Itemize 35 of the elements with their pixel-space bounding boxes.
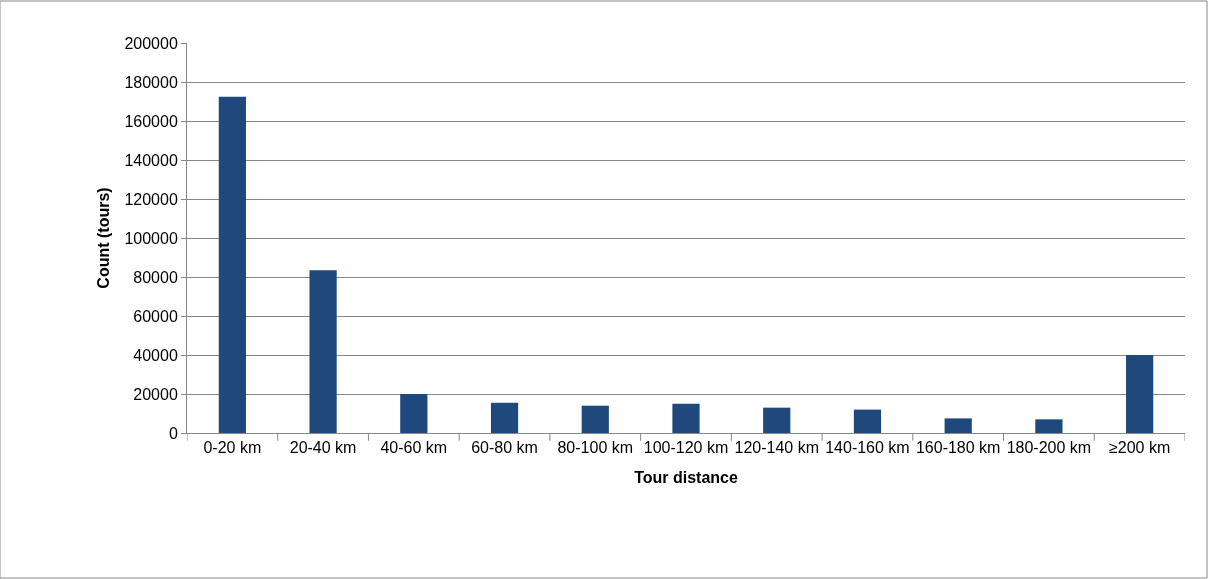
bar bbox=[309, 270, 337, 433]
bar bbox=[763, 407, 791, 433]
y-tick-label: 120000 bbox=[124, 190, 178, 208]
y-tick-label: 60000 bbox=[133, 307, 178, 325]
y-tick-label: 0 bbox=[168, 424, 178, 442]
bar bbox=[490, 402, 519, 433]
y-tick-label: 180000 bbox=[124, 73, 178, 91]
x-tick-label: 60-80 km bbox=[471, 439, 538, 457]
y-tick-label: 80000 bbox=[133, 268, 178, 286]
y-tick-label: 160000 bbox=[124, 112, 178, 130]
x-tick-label: 180-200 km bbox=[1006, 439, 1092, 457]
bar bbox=[944, 418, 972, 433]
bar bbox=[1035, 419, 1063, 433]
x-tick-label: ≥200 km bbox=[1109, 439, 1171, 457]
y-axis-title: Count (tours) bbox=[95, 187, 113, 289]
bar bbox=[400, 394, 428, 433]
x-tick-label: 0-20 km bbox=[203, 439, 262, 457]
x-tick-label: 40-60 km bbox=[380, 439, 448, 457]
y-tick-label: 140000 bbox=[124, 151, 178, 169]
bar bbox=[218, 96, 246, 433]
x-tick-label: 80-100 km bbox=[557, 439, 634, 457]
bar bbox=[672, 403, 700, 433]
x-tick-label: 100-120 km bbox=[643, 439, 729, 457]
bar bbox=[581, 405, 609, 433]
bar bbox=[853, 409, 882, 433]
x-tick-label: 160-180 km bbox=[915, 439, 1001, 457]
y-tick-label: 40000 bbox=[133, 346, 178, 364]
y-tick-label: 200000 bbox=[124, 34, 178, 52]
y-tick-label: 20000 bbox=[133, 385, 178, 403]
y-tick-label: 100000 bbox=[124, 229, 178, 247]
x-tick-label: 120-140 km bbox=[734, 439, 819, 457]
x-tick-label: 20-40 km bbox=[289, 439, 357, 457]
x-axis-title: Tour distance bbox=[634, 468, 738, 486]
x-tick-label: 140-160 km bbox=[825, 439, 910, 457]
bar bbox=[1126, 355, 1154, 433]
